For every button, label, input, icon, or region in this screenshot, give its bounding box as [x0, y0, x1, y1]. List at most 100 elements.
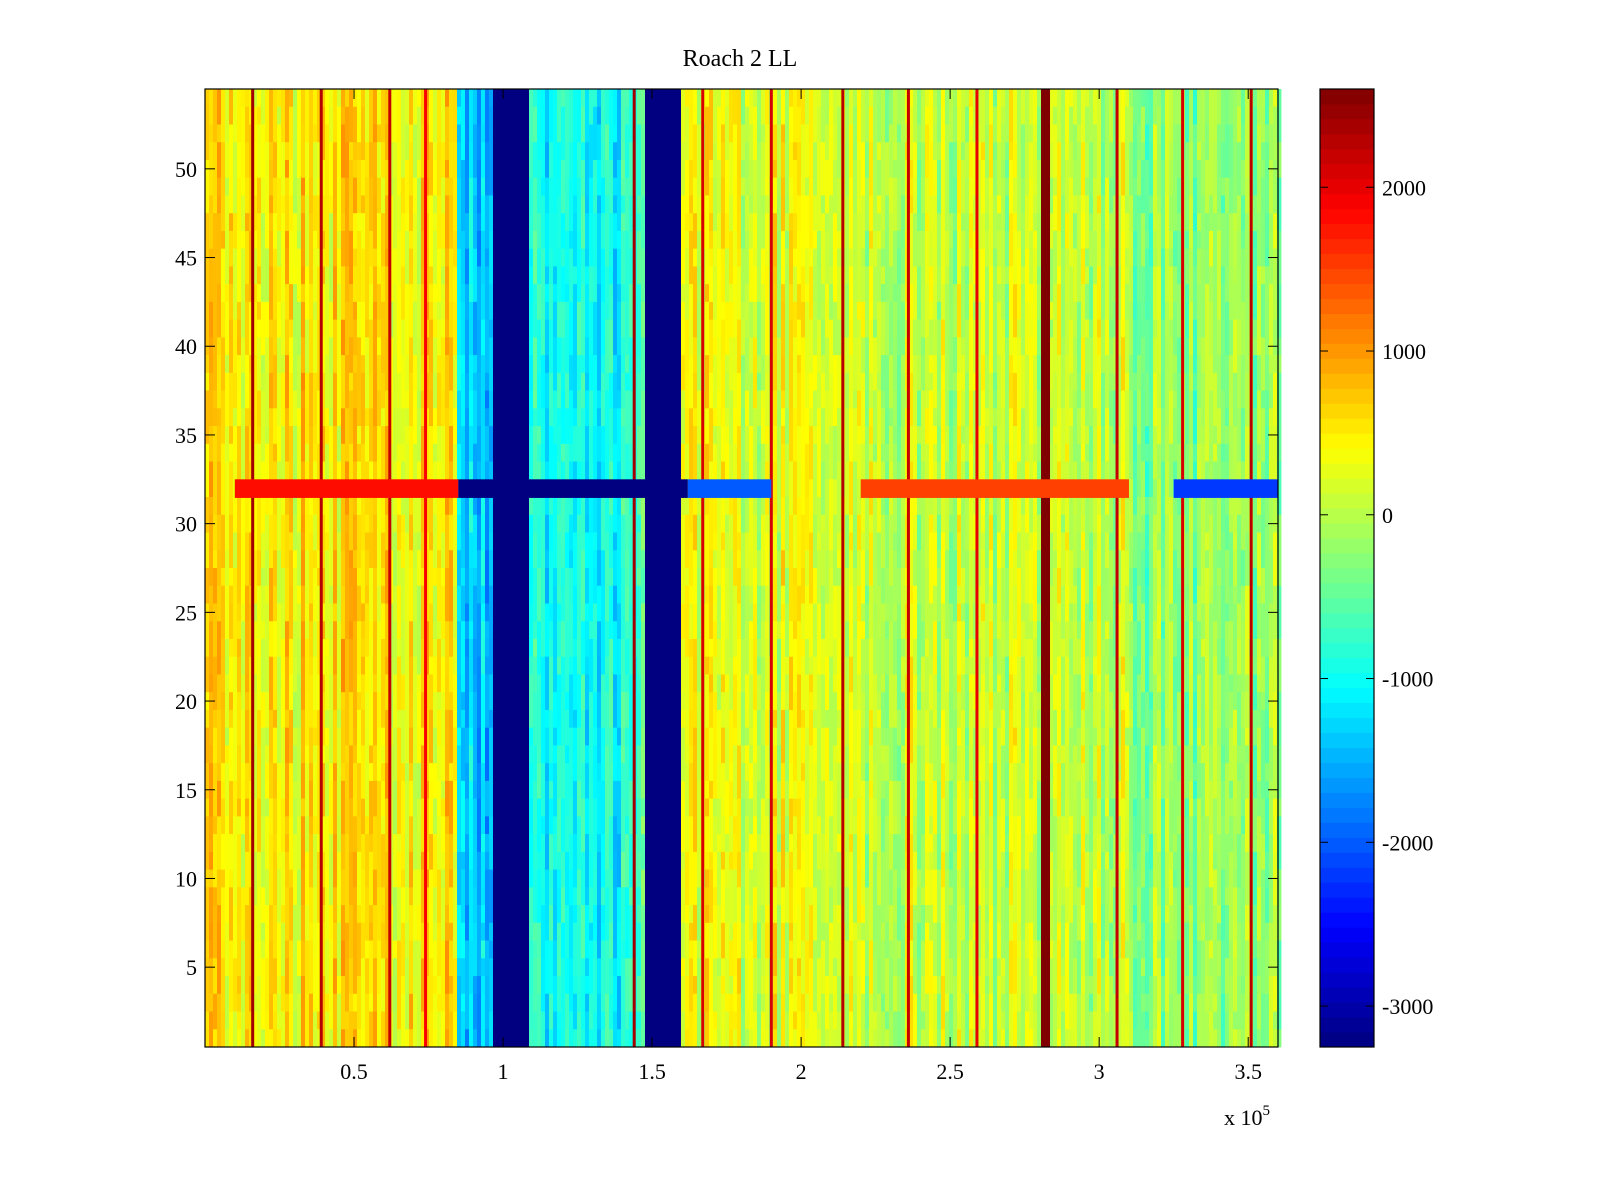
heatmap-cell: [533, 426, 538, 480]
heatmap-cell: [817, 142, 822, 196]
heatmap-cell: [857, 621, 862, 640]
heatmap-cell: [889, 958, 894, 1012]
heatmap-cell: [413, 532, 418, 569]
heatmap-cell: [737, 142, 742, 178]
heatmap-cell: [893, 922, 898, 977]
heatmap-cell: [949, 958, 954, 995]
heatmap-cell: [457, 124, 462, 143]
heatmap-cell: [429, 266, 434, 285]
heatmap-cell: [737, 426, 742, 480]
heatmap-cell: [817, 408, 822, 427]
heatmap-cell: [425, 301, 430, 320]
heatmap-cell: [413, 390, 418, 445]
heatmap-cell: [681, 89, 686, 143]
heatmap-cell: [257, 851, 262, 888]
heatmap-cell: [313, 532, 318, 551]
heatmap-cell: [921, 390, 926, 427]
heatmap-cell: [213, 248, 218, 303]
heatmap-cell: [809, 248, 814, 267]
heatmap-cell: [577, 780, 582, 817]
heatmap-cell: [945, 656, 950, 693]
heatmap-cell: [953, 585, 958, 622]
heatmap-cell: [981, 993, 986, 1030]
heatmap-cell: [485, 603, 490, 622]
heatmap-cell: [689, 532, 694, 587]
heatmap-cell: [581, 1029, 586, 1048]
heatmap-cell: [709, 568, 714, 587]
heatmap-cell: [345, 763, 350, 799]
heatmap-cell: [213, 461, 218, 516]
heatmap-cell: [733, 745, 738, 799]
heatmap-cell: [561, 213, 566, 249]
heatmap-cell: [381, 142, 386, 178]
heatmap-cell: [485, 780, 490, 817]
heatmap-cell: [733, 532, 738, 587]
heatmap-cell: [229, 727, 234, 782]
heatmap-cell: [977, 816, 982, 870]
heatmap-cell: [257, 106, 262, 125]
heatmap-cell: [641, 940, 646, 977]
heatmap-cell: [445, 674, 450, 711]
heatmap-cell: [549, 798, 554, 835]
heatmap-cell: [833, 532, 838, 551]
heatmap-cell: [613, 550, 618, 587]
heatmap-cell: [241, 248, 246, 303]
heatmap-cell: [269, 230, 274, 267]
heatmap-cell: [801, 159, 806, 196]
heatmap-cell: [489, 816, 494, 870]
heatmap-cell: [349, 568, 354, 587]
heatmap-cell: [693, 993, 698, 1048]
heatmap-cell: [637, 798, 642, 835]
heatmap-cell: [453, 585, 458, 640]
heatmap-cell: [609, 284, 614, 320]
heatmap-cell: [337, 922, 342, 959]
heatmap-cell: [365, 763, 370, 817]
heatmap-cell: [285, 958, 290, 995]
heatmap-cell: [421, 1011, 426, 1030]
heatmap-cell: [541, 1011, 546, 1048]
heatmap-cell: [429, 603, 434, 657]
heatmap-cell: [581, 550, 586, 604]
heatmap-cell: [977, 124, 982, 143]
heatmap-cell: [577, 976, 582, 1012]
heatmap-cell: [581, 106, 586, 143]
heatmap-cell: [721, 550, 726, 569]
heatmap-cell: [705, 230, 710, 249]
heatmap-cell: [897, 568, 902, 604]
heatmap-cell: [773, 887, 778, 924]
heatmap-cell: [693, 727, 698, 746]
heatmap-cell: [965, 869, 970, 906]
heatmap-cell: [377, 674, 382, 693]
heatmap-cell: [721, 248, 726, 303]
heatmap-cell: [765, 355, 770, 374]
heatmap-cell: [481, 159, 486, 178]
heatmap-cell: [961, 514, 966, 569]
heatmap-cell: [445, 319, 450, 338]
heatmap-cell: [237, 656, 242, 693]
heatmap-cell: [409, 816, 414, 853]
heatmap-cell: [245, 284, 250, 303]
heatmap-cell: [989, 195, 994, 249]
heatmap-cell: [365, 816, 370, 835]
heatmap-cell: [585, 497, 590, 516]
heatmap-cell: [721, 89, 726, 125]
heatmap-cell: [857, 1011, 862, 1030]
heatmap-cell: [849, 266, 854, 320]
heatmap-cell: [641, 124, 646, 143]
heatmap-cell: [725, 514, 730, 533]
heatmap-cell: [229, 426, 234, 445]
heatmap-cell: [557, 621, 562, 657]
heatmap-cell: [245, 798, 250, 817]
heatmap-cell: [301, 408, 306, 462]
heatmap-cell: [557, 142, 562, 178]
heatmap-cell: [997, 461, 1002, 480]
heatmap-cell: [629, 89, 634, 143]
heatmap-cell: [865, 603, 870, 640]
heatmap-cell: [721, 674, 726, 693]
heatmap-cell: [781, 301, 786, 320]
heatmap-cell: [553, 266, 558, 285]
heatmap-cell: [457, 905, 462, 959]
heatmap-cell: [921, 355, 926, 391]
heatmap-cell: [837, 106, 842, 125]
heatmap-cell: [929, 656, 934, 675]
